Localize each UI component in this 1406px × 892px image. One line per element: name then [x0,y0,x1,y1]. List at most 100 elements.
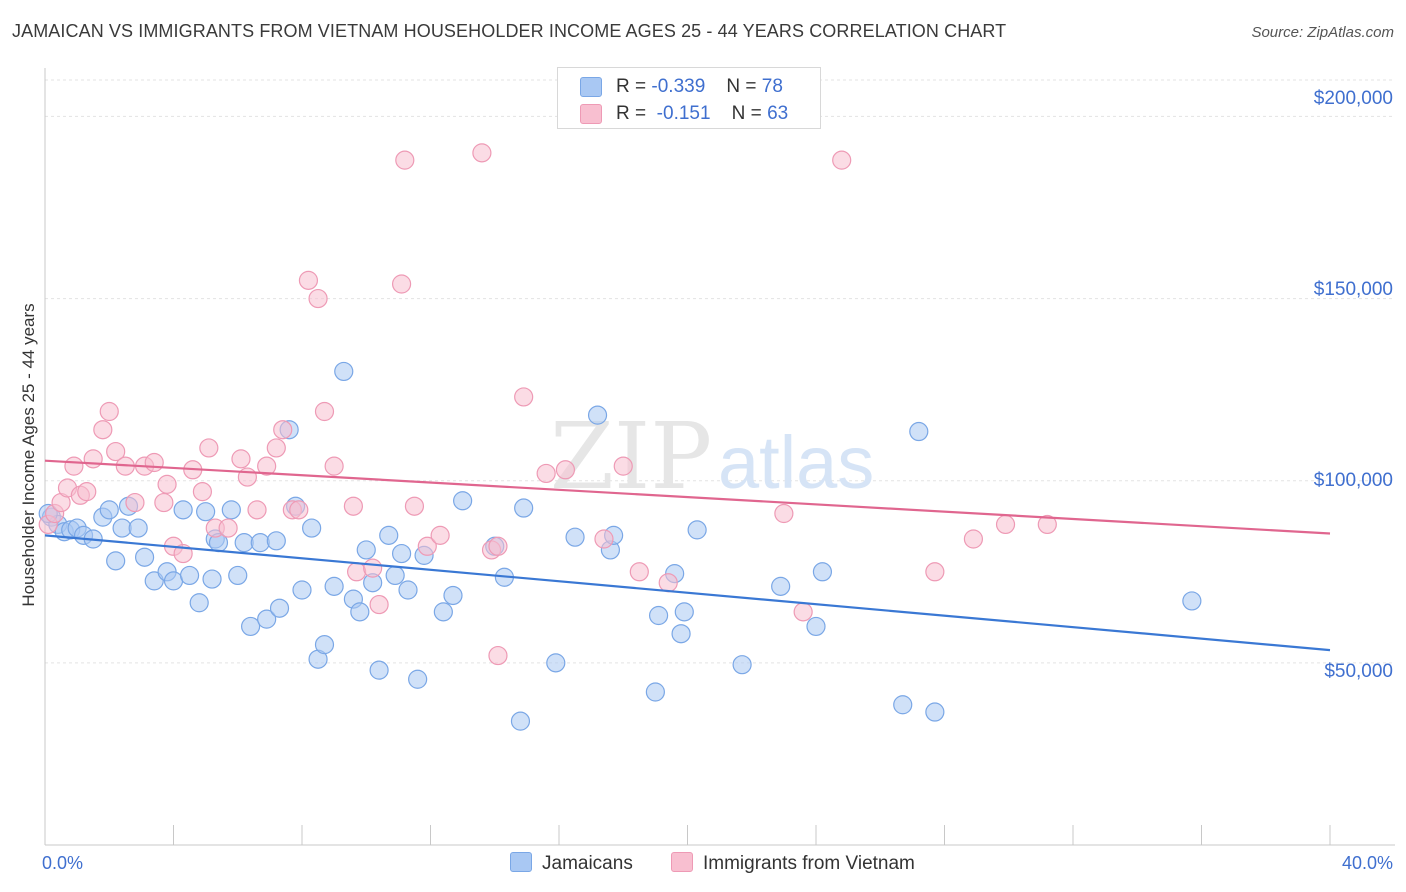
bottom-legend-vietnam[interactable]: Immigrants from Vietnam [671,852,915,875]
point-jamaicans-48 [398,580,418,600]
legend-n-label: N = [731,103,762,124]
point-vietnam-48 [488,645,508,666]
point-vietnam-43 [417,536,437,556]
point-vietnam-20 [192,482,213,502]
point-vietnam-21 [199,438,219,458]
watermark: ZIP atlas [550,403,874,510]
point-vietnam-14 [144,452,164,473]
y-tick-label-200000: $200,000 [1314,88,1393,109]
points-layer [38,143,1202,731]
legend-n-value-vietnam: 63 [767,103,789,124]
trendline-jamaicans [44,534,1331,652]
x-tick-label-min: 0.0% [42,853,83,873]
point-vietnam-51 [555,460,576,480]
point-jamaicans-34 [292,580,312,600]
point-vietnam-8 [93,420,113,440]
point-jamaicans-51 [433,602,453,622]
point-vietnam-32 [298,270,319,290]
legend-r-value-vietnam: -0.151 [656,103,711,124]
point-jamaicans-24 [221,500,241,520]
bottom-legend-swatch-jamaicans [510,852,532,872]
legend-r-label: R = [616,103,647,124]
point-jamaicans-46 [385,565,405,586]
point-jamaicans-45 [379,525,399,545]
point-jamaicans-31 [269,598,290,618]
grid-layer [45,79,1395,664]
point-jamaicans-49 [408,669,428,689]
point-vietnam-45 [472,143,492,163]
point-jamaicans-76 [1182,591,1202,611]
point-vietnam-60 [963,529,984,549]
point-vietnam-50 [536,463,556,484]
legend-text-jamaicans: R = -0.339 N = 78 [616,76,783,98]
point-vietnam-40 [391,274,412,294]
point-jamaicans-64 [648,605,669,626]
point-jamaicans-63 [645,682,665,702]
bottom-legend-jamaicans[interactable]: Jamaicans [510,852,633,875]
point-jamaicans-38 [324,576,344,596]
point-vietnam-44 [430,525,450,545]
trendline-vietnam [44,459,1331,535]
point-jamaicans-52 [443,585,463,606]
point-jamaicans-8 [99,500,119,520]
trend-layer [44,459,1331,652]
point-jamaicans-39 [334,361,354,382]
y-tick-label-100000: $100,000 [1314,470,1393,491]
legend-swatch-vietnam [580,104,602,124]
point-vietnam-61 [995,514,1016,535]
point-vietnam-54 [629,562,649,582]
point-vietnam-52 [594,529,614,549]
point-jamaicans-57 [514,498,534,518]
stats-legend: R = -0.339 N = 78 R = -0.151 N = 63 [557,67,821,129]
point-jamaicans-47 [391,543,412,564]
legend-n-label: N = [726,76,757,97]
point-jamaicans-13 [134,547,155,567]
point-vietnam-7 [83,449,103,469]
point-vietnam-58 [832,150,852,170]
point-vietnam-55 [658,573,678,593]
point-vietnam-27 [257,456,277,476]
point-jamaicans-25 [228,565,248,586]
bottom-legend-swatch-vietnam [671,852,693,872]
point-vietnam-31 [289,500,309,520]
point-jamaicans-21 [202,569,222,589]
point-vietnam-47 [488,536,508,556]
point-jamaicans-68 [687,520,707,540]
point-vietnam-62 [1037,514,1057,535]
point-jamaicans-29 [257,609,277,629]
point-vietnam-4 [64,456,84,476]
point-vietnam-56 [774,503,794,524]
point-jamaicans-75 [925,702,945,722]
point-jamaicans-59 [565,527,585,547]
point-vietnam-15 [154,492,174,513]
point-jamaicans-30 [266,531,286,551]
point-vietnam-10 [106,441,126,462]
legend-r-value-jamaicans: -0.339 [651,76,706,97]
point-vietnam-39 [369,594,389,615]
point-vietnam-42 [404,496,425,516]
legend-n-value-jamaicans: 78 [761,76,783,97]
point-vietnam-28 [266,438,286,458]
point-jamaicans-9 [106,551,126,571]
x-tick-label-max: 40.0% [1342,853,1393,873]
point-vietnam-9 [99,401,119,422]
point-jamaicans-73 [893,695,913,715]
bottom-legend-label-vietnam: Immigrants from Vietnam [703,853,915,874]
point-jamaicans-69 [732,655,752,675]
point-jamaicans-28 [250,533,270,553]
point-jamaicans-35 [302,518,322,538]
point-vietnam-49 [514,387,534,407]
point-jamaicans-12 [128,518,148,538]
point-vietnam-38 [363,558,383,578]
point-vietnam-41 [395,150,415,170]
point-jamaicans-27 [241,616,261,637]
axis-layer [44,68,1395,846]
point-jamaicans-16 [163,571,184,591]
point-jamaicans-19 [189,593,209,613]
point-jamaicans-60 [587,405,608,425]
point-vietnam-33 [308,288,328,309]
point-vietnam-12 [125,492,145,513]
point-jamaicans-37 [314,635,335,655]
point-vietnam-24 [231,449,251,469]
